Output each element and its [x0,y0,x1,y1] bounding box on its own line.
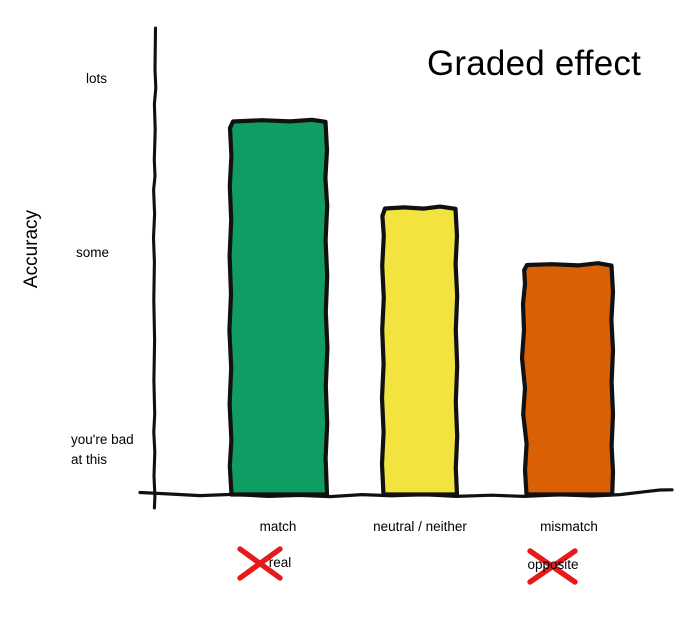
bar-mismatch [519,261,616,497]
x-axis-line [138,488,674,499]
bar-match [227,117,330,497]
x-tick-label-match: match [259,519,297,534]
y-tick-label-youre-bad-at-this: you're bad at this [71,432,134,467]
y-tick-label-lots: lots [86,71,108,86]
struck-label-real: real [268,555,292,570]
y-axis-title: Accuracy [21,209,42,289]
y-tick-label-some: some [76,245,110,260]
chart-title: Graded effect [426,44,642,83]
x-tick-label-mismatch: mismatch [540,519,598,534]
x-tick-label-neutral-neither: neutral / neither [373,519,467,534]
struck-label-opposite: opposite [527,557,579,572]
y-axis-line [151,26,158,510]
bar-neutral-neither [379,204,460,497]
